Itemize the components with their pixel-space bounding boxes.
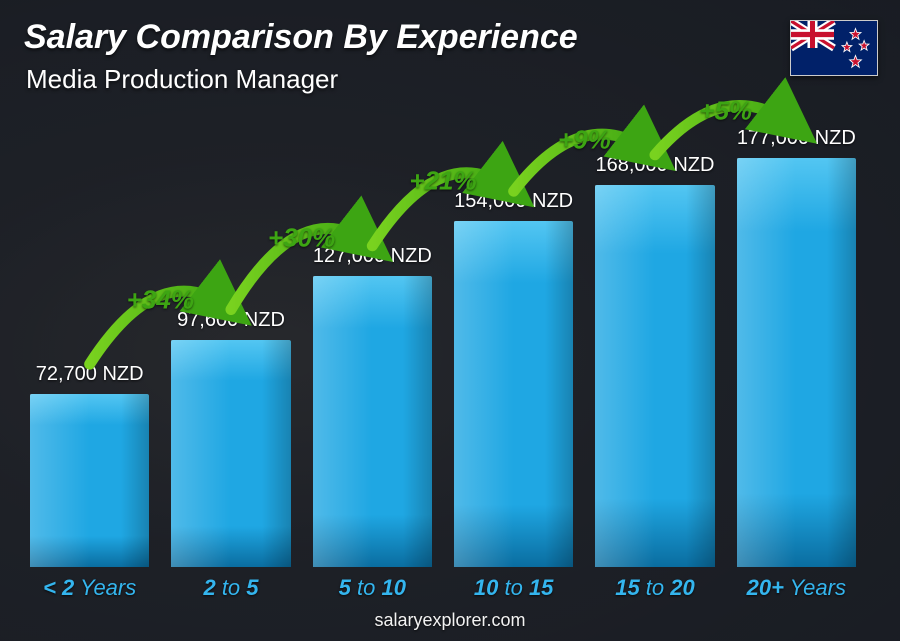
- bar-value-label: 97,600 NZD: [177, 309, 285, 332]
- chart-subtitle: Media Production Manager: [26, 64, 338, 95]
- footer-credit: salaryexplorer.com: [0, 610, 900, 631]
- xlabel-part: to: [351, 575, 382, 600]
- bar-row: 72,700 NZD 97,600 NZD 127,000 NZD 154,000 N…: [30, 112, 856, 567]
- bar: [30, 394, 149, 567]
- xlabel-part: Years: [74, 575, 136, 600]
- bar-slot: 154,000 NZD: [454, 112, 573, 567]
- x-axis-label: 20+ Years: [737, 575, 856, 601]
- xlabel-part: Years: [784, 575, 846, 600]
- xlabel-part: 10: [474, 575, 498, 600]
- xlabel-part: 2: [203, 575, 215, 600]
- chart-title: Salary Comparison By Experience: [24, 18, 578, 57]
- bar-chart: 72,700 NZD 97,600 NZD 127,000 NZD 154,000 N…: [30, 112, 856, 567]
- bar: [313, 276, 432, 567]
- infographic-stage: Salary Comparison By Experience Media Pr…: [0, 0, 900, 641]
- bar-value-label: 127,000 NZD: [313, 245, 432, 268]
- xlabel-part: to: [216, 575, 247, 600]
- x-axis-label: 15 to 20: [595, 575, 714, 601]
- bar-value-label: 72,700 NZD: [36, 363, 144, 386]
- bar: [454, 221, 573, 567]
- xlabel-part: to: [640, 575, 671, 600]
- bar-value-label: 168,000 NZD: [595, 154, 714, 177]
- bar-slot: 97,600 NZD: [171, 112, 290, 567]
- x-axis-labels: < 2 Years2 to 55 to 1010 to 1515 to 2020…: [30, 575, 856, 601]
- bar-slot: 72,700 NZD: [30, 112, 149, 567]
- bar-slot: 177,000 NZD: [737, 112, 856, 567]
- xlabel-part: to: [498, 575, 529, 600]
- bar: [595, 185, 714, 567]
- flag-icon: [790, 20, 878, 76]
- bar: [171, 340, 290, 568]
- xlabel-part: 10: [381, 575, 405, 600]
- x-axis-label: 10 to 15: [454, 575, 573, 601]
- xlabel-part: 20+: [747, 575, 784, 600]
- bar-value-label: 154,000 NZD: [454, 190, 573, 213]
- bar: [737, 158, 856, 568]
- xlabel-part: 15: [529, 575, 553, 600]
- x-axis-label: < 2 Years: [30, 575, 149, 601]
- bar-slot: 127,000 NZD: [313, 112, 432, 567]
- xlabel-part: 5: [246, 575, 258, 600]
- xlabel-part: 15: [615, 575, 639, 600]
- xlabel-part: 5: [339, 575, 351, 600]
- xlabel-part: < 2: [43, 575, 74, 600]
- xlabel-part: 20: [670, 575, 694, 600]
- x-axis-label: 2 to 5: [171, 575, 290, 601]
- bar-slot: 168,000 NZD: [595, 112, 714, 567]
- bar-value-label: 177,000 NZD: [737, 127, 856, 150]
- x-axis-label: 5 to 10: [313, 575, 432, 601]
